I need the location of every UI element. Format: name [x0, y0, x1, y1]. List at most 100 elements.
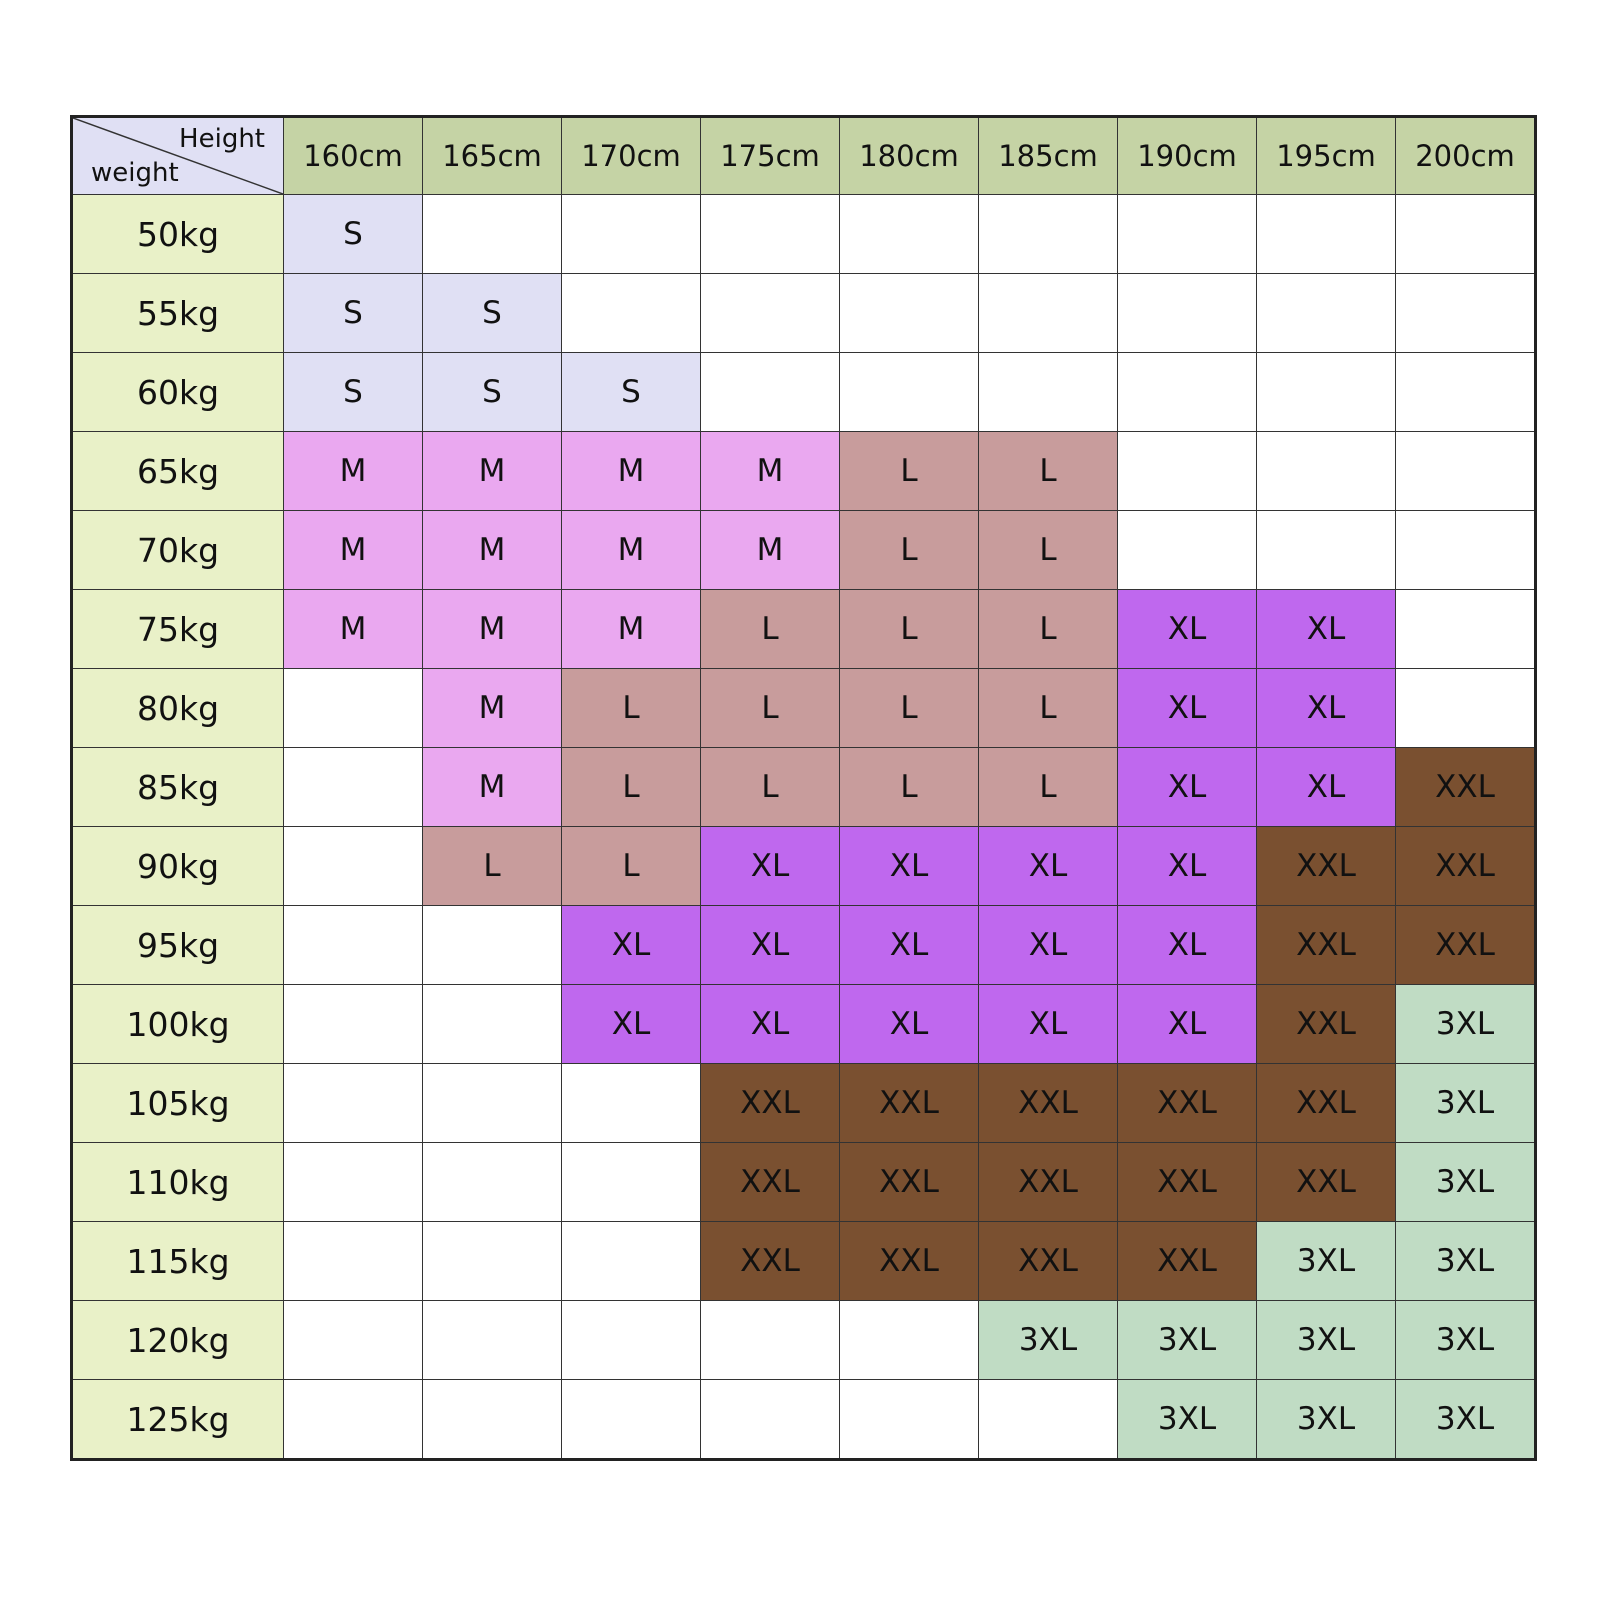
- size-cell: [700, 194, 840, 274]
- size-cell: L: [561, 747, 701, 827]
- size-cell: XXL: [1117, 1142, 1257, 1222]
- size-cell: L: [839, 668, 979, 748]
- size-cell: M: [283, 589, 423, 669]
- row-label: 90kg: [71, 826, 284, 906]
- size-cell: M: [422, 510, 562, 590]
- table-row: 55kg S S: [71, 273, 1536, 353]
- column-header: 170cm: [561, 116, 701, 195]
- size-cell: XXL: [1117, 1221, 1257, 1301]
- size-cell: 3XL: [1395, 1300, 1536, 1380]
- size-cell: M: [422, 747, 562, 827]
- size-cell: 3XL: [1256, 1221, 1396, 1301]
- size-cell: XL: [839, 905, 979, 985]
- size-cell: [1395, 589, 1536, 669]
- size-cell: [561, 1142, 701, 1222]
- size-cell: [283, 1142, 423, 1222]
- size-cell: M: [561, 431, 701, 511]
- size-cell: [283, 1300, 423, 1380]
- size-cell: 3XL: [1395, 984, 1536, 1064]
- size-cell: M: [422, 668, 562, 748]
- size-cell: [1256, 431, 1396, 511]
- size-cell: [839, 1300, 979, 1380]
- size-cell: L: [839, 510, 979, 590]
- row-label: 75kg: [71, 589, 284, 669]
- table-row: 105kg XXL XXL XXL XXL XXL 3XL: [71, 1063, 1536, 1143]
- row-label: 95kg: [71, 905, 284, 985]
- size-cell: [283, 1379, 423, 1460]
- size-cell: L: [978, 668, 1118, 748]
- size-cell: L: [561, 826, 701, 906]
- size-cell: 3XL: [1395, 1063, 1536, 1143]
- table-row: 115kg XXL XXL XXL XXL 3XL 3XL: [71, 1221, 1536, 1301]
- size-cell: XXL: [1256, 905, 1396, 985]
- size-cell: XXL: [978, 1221, 1118, 1301]
- size-cell: [700, 1379, 840, 1460]
- size-cell: XL: [1117, 984, 1257, 1064]
- size-cell: [283, 668, 423, 748]
- size-cell: XL: [978, 905, 1118, 985]
- row-label: 120kg: [71, 1300, 284, 1380]
- size-cell: [1117, 510, 1257, 590]
- size-cell: [561, 1063, 701, 1143]
- column-header: 175cm: [700, 116, 840, 195]
- size-cell: M: [283, 431, 423, 511]
- size-cell: L: [700, 668, 840, 748]
- size-cell: 3XL: [1395, 1221, 1536, 1301]
- row-label: 115kg: [71, 1221, 284, 1301]
- size-cell: XL: [1256, 747, 1396, 827]
- size-cell: [1395, 273, 1536, 353]
- size-cell: M: [561, 589, 701, 669]
- size-cell: [283, 826, 423, 906]
- size-cell: 3XL: [1256, 1379, 1396, 1460]
- size-cell: XXL: [1395, 905, 1536, 985]
- size-cell: S: [422, 352, 562, 432]
- size-cell: L: [839, 431, 979, 511]
- size-cell: L: [978, 431, 1118, 511]
- column-header: 160cm: [283, 116, 423, 195]
- size-cell: [978, 273, 1118, 353]
- size-cell: M: [700, 431, 840, 511]
- size-cell: [1256, 273, 1396, 353]
- size-cell: [1117, 352, 1257, 432]
- size-cell: M: [422, 431, 562, 511]
- corner-cell: Height weight: [71, 116, 284, 195]
- size-cell: XXL: [839, 1142, 979, 1222]
- table-row: 120kg 3XL 3XL 3XL 3XL: [71, 1300, 1536, 1380]
- size-cell: XL: [700, 826, 840, 906]
- size-cell: XL: [839, 984, 979, 1064]
- size-cell: L: [978, 589, 1118, 669]
- row-label: 70kg: [71, 510, 284, 590]
- size-cell: L: [839, 589, 979, 669]
- size-cell: XL: [1117, 589, 1257, 669]
- size-cell: XL: [561, 984, 701, 1064]
- size-cell: L: [700, 747, 840, 827]
- size-cell: [561, 1221, 701, 1301]
- size-cell: [561, 273, 701, 353]
- size-cell: XXL: [839, 1063, 979, 1143]
- size-cell: S: [283, 194, 423, 274]
- size-cell: XL: [1256, 668, 1396, 748]
- size-cell: [1256, 194, 1396, 274]
- size-cell: [422, 194, 562, 274]
- size-cell: L: [422, 826, 562, 906]
- size-cell: [1117, 194, 1257, 274]
- size-cell: XL: [1117, 747, 1257, 827]
- size-cell: [422, 905, 562, 985]
- size-cell: XL: [1117, 668, 1257, 748]
- header-row: Height weight 160cm 165cm 170cm 175cm 180cm 1…: [71, 116, 1536, 195]
- size-cell: [1256, 352, 1396, 432]
- size-cell: [561, 1379, 701, 1460]
- column-header: 195cm: [1256, 116, 1396, 195]
- size-cell: L: [839, 747, 979, 827]
- size-cell: XXL: [1395, 826, 1536, 906]
- weight-label: weight: [91, 158, 179, 188]
- size-cell: [422, 1063, 562, 1143]
- table-row: 125kg 3XL 3XL 3XL: [71, 1379, 1536, 1460]
- size-cell: XL: [1117, 905, 1257, 985]
- size-cell: [1395, 510, 1536, 590]
- row-label: 85kg: [71, 747, 284, 827]
- size-cell: M: [283, 510, 423, 590]
- size-cell: [1117, 431, 1257, 511]
- size-cell: XL: [561, 905, 701, 985]
